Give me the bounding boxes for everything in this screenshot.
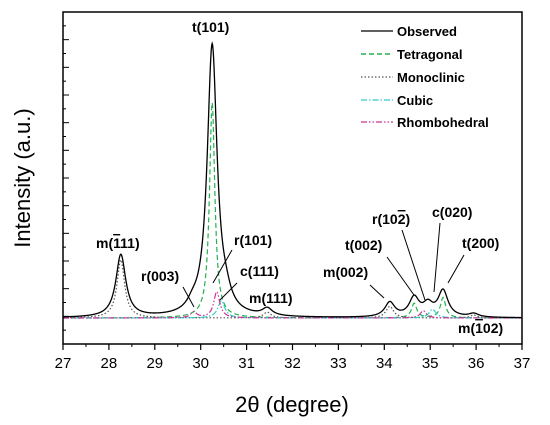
legend-label-cubic: Cubic	[397, 93, 433, 108]
series-line-rhombohedral	[63, 290, 522, 319]
arrow-m002	[369, 284, 385, 299]
arrow-r101	[212, 249, 233, 284]
label-t101: t(101)	[192, 19, 229, 35]
legend-label-observed: Observed	[397, 24, 457, 39]
peak-annotations: t(101) m(111) r(003) r(101) c(111) m(111…	[96, 19, 503, 336]
label-r101: r(101)	[234, 232, 272, 248]
legend-label-rhombohedral: Rhombohedral	[397, 115, 489, 130]
arrow-r003	[182, 286, 195, 308]
label-c020: c(020)	[432, 204, 472, 220]
x-tick-label: 28	[101, 355, 118, 372]
x-axis-ticks: 27 28 29 30 31 32 33 34 35 36 37	[55, 344, 531, 372]
label-m-102: m(102)	[458, 320, 503, 336]
label-c111: c(111)	[240, 263, 279, 279]
x-tick-label: 30	[192, 355, 209, 372]
series-line-cubic	[63, 299, 522, 319]
legend: Observed Tetragonal Monoclinic Cubic Rho…	[361, 24, 489, 130]
label-t002: t(002)	[345, 237, 382, 253]
x-tick-label: 36	[468, 355, 485, 372]
x-tick-label: 27	[55, 355, 72, 372]
y-axis-title: Intensity (a.u.)	[10, 108, 35, 247]
arrow-t002	[386, 256, 415, 296]
label-m002: m(002)	[323, 264, 368, 280]
x-tick-label: 29	[146, 355, 163, 372]
legend-label-monoclinic: Monoclinic	[397, 70, 465, 85]
label-r003: r(003)	[141, 268, 179, 284]
label-t200: t(200)	[462, 235, 499, 251]
x-tick-label: 34	[376, 355, 393, 372]
legend-label-tetragonal: Tetragonal	[397, 47, 463, 62]
x-tick-label: 37	[514, 355, 531, 372]
arrow-t200	[447, 254, 465, 284]
arrow-r10-2	[401, 229, 426, 301]
label-m111: m(111)	[249, 290, 293, 306]
label-r10-2: r(102)	[372, 211, 410, 227]
label-m-111: m(111)	[96, 235, 140, 251]
series-curves	[62, 41, 522, 319]
arrow-c020	[433, 222, 441, 293]
y-axis-ticks	[63, 25, 69, 345]
x-tick-label: 35	[422, 355, 439, 372]
x-axis-title: 2θ (degree)	[235, 392, 349, 417]
x-tick-label: 31	[238, 355, 255, 372]
series-line-observed	[62, 41, 522, 319]
x-tick-label: 32	[284, 355, 301, 372]
arrow-c111	[219, 282, 238, 301]
x-tick-label: 33	[330, 355, 347, 372]
